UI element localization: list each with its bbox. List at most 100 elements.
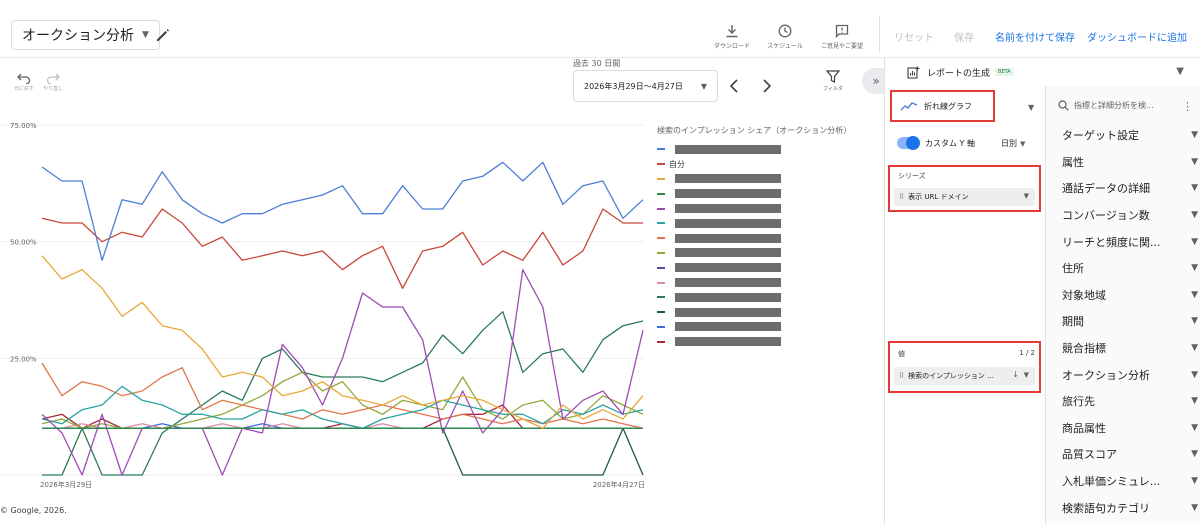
chevron-down-icon[interactable]: ▼	[1176, 66, 1184, 77]
legend-item[interactable]: 自分	[657, 157, 877, 172]
chevron-down-icon[interactable]: ▼	[1023, 371, 1029, 379]
beta-badge: BETA	[995, 68, 1014, 76]
add-to-dashboard-button[interactable]: ダッシュボードに追加	[1087, 33, 1187, 44]
undo-button[interactable]: 元に戻す	[12, 72, 36, 92]
redacted-label	[675, 204, 781, 214]
dimension-item[interactable]: ターゲット設定 ▼	[1062, 122, 1198, 149]
dimension-item[interactable]: 属性 ▼	[1062, 149, 1198, 176]
download-button[interactable]: ダウンロード	[704, 24, 760, 50]
legend-items: 自分	[657, 142, 877, 349]
legend-item[interactable]	[657, 231, 877, 246]
y-tick-label: 75.00%	[10, 122, 37, 130]
legend-item[interactable]	[657, 290, 877, 305]
dimension-item[interactable]: 競合指標 ▼	[1062, 335, 1198, 362]
dimension-item[interactable]: オークション分析 ▼	[1062, 361, 1198, 388]
series-line[interactable]	[42, 311, 644, 476]
series-line[interactable]	[41, 208, 643, 289]
dimension-label: 期間	[1062, 315, 1084, 329]
search-placeholder: 指標と詳細分析を検...	[1074, 101, 1154, 110]
pencil-icon[interactable]	[154, 26, 172, 44]
series-line[interactable]	[41, 385, 644, 429]
chevron-down-icon: ▼	[142, 30, 149, 40]
dimension-item[interactable]: 入札単価シミュレ... ▼	[1062, 468, 1198, 495]
granularity-select[interactable]: 日別 ▼	[1001, 138, 1025, 149]
legend-item[interactable]	[657, 260, 877, 275]
chevron-down-icon[interactable]: ▼	[1023, 192, 1029, 200]
date-range-picker[interactable]: 2026年3月29日〜4月27日 ▼	[573, 70, 718, 102]
redacted-label	[675, 337, 781, 347]
chevron-down-icon: ▼	[1191, 396, 1198, 407]
redacted-label	[675, 174, 781, 184]
chevron-down-icon: ▼	[1191, 156, 1198, 167]
save-button[interactable]: 保存	[954, 33, 974, 44]
custom-y-axis-toggle[interactable]	[897, 136, 920, 150]
drag-handle-icon[interactable]: ⠿	[899, 193, 905, 201]
dimension-item[interactable]: 旅行先 ▼	[1062, 388, 1198, 415]
legend-swatch	[657, 207, 665, 210]
legend-item[interactable]	[657, 201, 877, 216]
legend-item[interactable]	[657, 216, 877, 231]
legend-item[interactable]	[657, 246, 877, 261]
report-title-dropdown[interactable]: オークション分析 ▼	[11, 20, 160, 50]
custom-y-axis-row: カスタム Y 軸	[897, 136, 1047, 150]
chevron-down-icon: ▼	[1191, 289, 1198, 300]
values-chip[interactable]: ⠿ 検索のインプレッション ... ↓ ▼	[894, 367, 1035, 385]
dimension-item[interactable]: 通話データの詳細 ▼	[1062, 175, 1198, 202]
dimension-item[interactable]: 検索語句カテゴリ ▼	[1062, 494, 1198, 521]
dimension-item[interactable]: 対象地域 ▼	[1062, 282, 1198, 309]
legend-item[interactable]	[657, 142, 877, 157]
series-line[interactable]	[41, 269, 644, 476]
series-line[interactable]	[41, 161, 644, 261]
dimension-item[interactable]: 品質スコア ▼	[1062, 441, 1198, 468]
chevron-down-icon: ▼	[1191, 476, 1198, 487]
dimension-label: 入札単価シミュレ...	[1062, 475, 1161, 489]
redacted-label	[675, 144, 781, 154]
feedback-button[interactable]: ご意見やご要望	[814, 24, 870, 50]
series-line[interactable]	[41, 371, 644, 429]
legend-item[interactable]	[657, 275, 877, 290]
filter-button[interactable]: フィルタ	[820, 70, 846, 92]
legend-item[interactable]	[657, 172, 877, 187]
schedule-button[interactable]: スケジュール	[757, 24, 813, 50]
legend-swatch	[657, 325, 665, 328]
legend-item[interactable]	[657, 305, 877, 320]
legend-item[interactable]	[657, 186, 877, 201]
redo-button[interactable]: やり直し	[41, 72, 65, 92]
filter-label: フィルタ	[823, 86, 843, 92]
chevron-down-icon[interactable]: ▼	[1028, 103, 1035, 112]
chevron-down-icon: ▼	[1191, 210, 1198, 221]
x-tick-label-start: 2026年3月29日	[40, 480, 92, 489]
chevron-left-icon[interactable]	[727, 77, 743, 95]
chart-legend: 検索のインプレッション シェア（オークション分析） 自分	[657, 125, 877, 349]
dimension-item[interactable]: 住所 ▼	[1062, 255, 1198, 282]
dimension-item[interactable]: 商品属性 ▼	[1062, 415, 1198, 442]
dimension-label: 対象地域	[1062, 288, 1106, 302]
legend-item[interactable]	[657, 334, 877, 349]
legend-swatch	[657, 340, 665, 343]
dimension-search[interactable]: 指標と詳細分析を検...	[1058, 100, 1196, 111]
x-tick-label-end: 2026年4月27日	[593, 480, 645, 489]
chevron-right-icon[interactable]	[758, 77, 774, 95]
date-range-value: 2026年3月29日〜4月27日	[584, 81, 683, 91]
more-vert-icon[interactable]: ⋮	[1182, 100, 1193, 113]
download-icon	[726, 25, 738, 38]
feedback-label: ご意見やご要望	[820, 43, 863, 50]
legend-swatch	[657, 281, 665, 284]
series-line[interactable]	[42, 423, 643, 429]
legend-swatch	[657, 177, 665, 180]
drag-handle-icon[interactable]: ⠿	[899, 372, 905, 380]
sort-descending-icon[interactable]: ↓	[1012, 370, 1019, 379]
chart-type-selector[interactable]: 折れ線グラフ	[890, 90, 995, 122]
values-section: 値 1 / 2 ⠿ 検索のインプレッション ... ↓ ▼	[888, 341, 1041, 393]
dimension-item[interactable]: 期間 ▼	[1062, 308, 1198, 335]
legend-swatch	[657, 311, 665, 314]
save-as-button[interactable]: 名前を付けて保存	[995, 33, 1075, 44]
series-chip[interactable]: ⠿ 表示 URL ドメイン ▼	[894, 188, 1035, 206]
series-line[interactable]	[41, 255, 644, 429]
legend-item[interactable]	[657, 320, 877, 335]
reset-button[interactable]: リセット	[894, 33, 934, 44]
dimension-item[interactable]: コンバージョン数 ▼	[1062, 202, 1198, 229]
dimension-item[interactable]: リーチと頻度に関... ▼	[1062, 228, 1198, 255]
y-tick-label: 50.00%	[10, 239, 37, 247]
dimension-label: 競合指標	[1062, 342, 1106, 356]
